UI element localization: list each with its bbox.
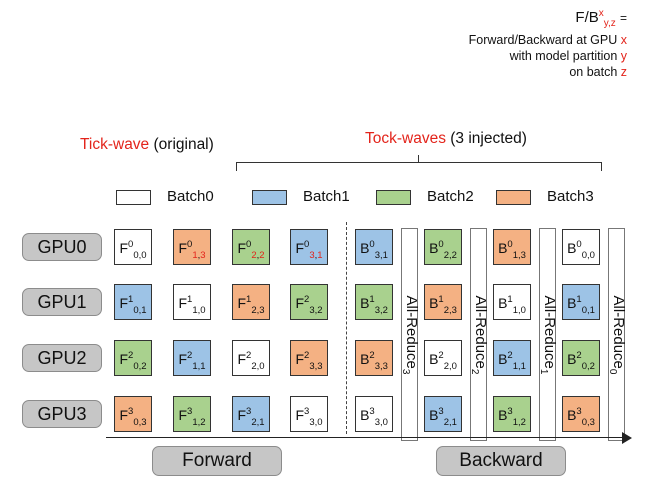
backward-cell-r1-c0: B13,2 <box>355 284 393 320</box>
backward-cell-r3-c2: B31,2 <box>493 396 531 432</box>
legend-label-batch3: Batch3 <box>547 188 594 205</box>
all-reduce-label-1: All-Reduce2 <box>468 295 489 374</box>
forward-cell-r0-c3: F03,1 <box>290 229 328 265</box>
backward-cell-r1-c2: B11,0 <box>493 284 531 320</box>
forward-cell-r2-c1: F21,1 <box>173 340 211 376</box>
backward-cell-r2-c2: B21,1 <box>493 340 531 376</box>
forward-cell-r3-c1: F31,2 <box>173 396 211 432</box>
time-axis-arrowhead <box>622 432 632 444</box>
forward-cell-r2-c2: F22,0 <box>232 340 270 376</box>
forward-cell-r0-c2: F02,2 <box>232 229 270 265</box>
forward-cell-r3-c2: F32,1 <box>232 396 270 432</box>
forward-cell-r2-c0: F20,2 <box>114 340 152 376</box>
backward-cell-r1-c1: B12,3 <box>424 284 462 320</box>
backward-cell-r0-c1: B02,2 <box>424 229 462 265</box>
forward-cell-r1-c0: F10,1 <box>114 284 152 320</box>
all-reduce-label-3: All-Reduce0 <box>606 295 627 374</box>
all-reduce-bar-0: All-Reduce3 <box>399 228 420 441</box>
backward-cell-r0-c2: B01,3 <box>493 229 531 265</box>
legend-swatch-batch3 <box>496 190 531 205</box>
tock-waves-header: Tock-waves (3 injected) <box>365 130 527 147</box>
backward-cell-r1-c3: B10,1 <box>562 284 600 320</box>
forward-cell-r1-c2: F12,3 <box>232 284 270 320</box>
backward-cell-r3-c3: B30,3 <box>562 396 600 432</box>
legend-label-batch2: Batch2 <box>427 188 474 205</box>
legend-label-batch1: Batch1 <box>303 188 350 205</box>
backward-cell-r2-c0: B23,3 <box>355 340 393 376</box>
legend-label-batch0: Batch0 <box>167 188 214 205</box>
legend-swatch-batch0 <box>116 190 151 205</box>
notation-line-batch: on batch z <box>569 65 627 79</box>
notation-symbol: F/Bxy,z = <box>575 8 627 29</box>
forward-cell-r3-c3: F33,0 <box>290 396 328 432</box>
backward-phase-label: Backward <box>436 446 566 476</box>
legend-swatch-batch2 <box>376 190 411 205</box>
gpu-label-1: GPU1 <box>22 288 102 316</box>
backward-cell-r2-c1: B22,0 <box>424 340 462 376</box>
legend-swatch-batch1 <box>252 190 287 205</box>
backward-cell-r3-c1: B32,1 <box>424 396 462 432</box>
all-reduce-label-2: All-Reduce1 <box>537 295 558 374</box>
notation-line-partition: with model partition y <box>509 49 627 63</box>
backward-cell-r2-c3: B20,2 <box>562 340 600 376</box>
all-reduce-bar-2: All-Reduce1 <box>537 228 558 441</box>
forward-phase-label: Forward <box>152 446 282 476</box>
forward-cell-r3-c0: F30,3 <box>114 396 152 432</box>
backward-cell-r0-c3: B00,0 <box>562 229 600 265</box>
forward-cell-r1-c3: F23,2 <box>290 284 328 320</box>
forward-cell-r0-c0: F00,0 <box>114 229 152 265</box>
forward-cell-r2-c3: F23,3 <box>290 340 328 376</box>
all-reduce-bar-3: All-Reduce0 <box>606 228 627 441</box>
all-reduce-label-0: All-Reduce3 <box>399 295 420 374</box>
all-reduce-bar-1: All-Reduce2 <box>468 228 489 441</box>
notation-line-gpu: Forward/Backward at GPU x <box>468 33 627 47</box>
gpu-label-2: GPU2 <box>22 344 102 372</box>
backward-cell-r0-c0: B03,1 <box>355 229 393 265</box>
notation-legend: F/Bxy,z = Forward/Backward at GPU x with… <box>469 6 627 80</box>
forward-cell-r1-c1: F11,0 <box>173 284 211 320</box>
forward-cell-r0-c1: F01,3 <box>173 229 211 265</box>
gpu-label-0: GPU0 <box>22 233 102 261</box>
backward-cell-r3-c0: B33,0 <box>355 396 393 432</box>
phase-divider <box>346 222 347 434</box>
gpu-label-3: GPU3 <box>22 400 102 428</box>
time-axis <box>106 437 626 439</box>
tick-wave-header: Tick-wave (original) <box>80 136 214 153</box>
